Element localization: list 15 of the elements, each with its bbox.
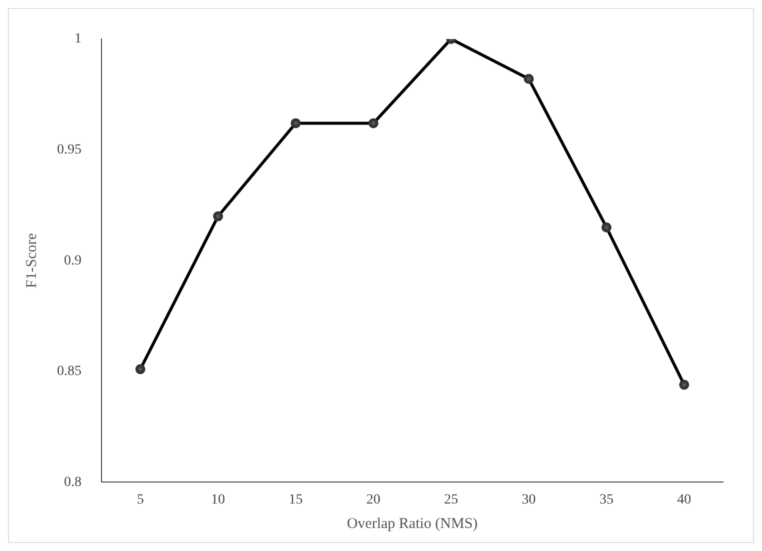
x-tick-label: 10 (211, 492, 226, 508)
y-tick-label: 0.95 (57, 142, 82, 158)
x-tick-label: 20 (366, 492, 380, 508)
y-tick-label: 0.85 (57, 364, 82, 380)
x-tick-label: 15 (288, 492, 303, 508)
y-tick-label: 0.8 (64, 474, 82, 490)
y-tick-label: 1 (74, 32, 82, 47)
x-tick-label: 5 (136, 492, 144, 508)
y-axis-title: F1-Score (24, 232, 40, 288)
x-tick-label: 40 (677, 492, 692, 508)
x-tick-label: 30 (522, 492, 536, 508)
y-tick-label: 0.9 (64, 253, 82, 268)
x-tick-label: 25 (444, 492, 458, 508)
x-axis-title: Overlap Ratio (NMS) (346, 516, 478, 532)
x-tick-label: 35 (599, 492, 614, 508)
